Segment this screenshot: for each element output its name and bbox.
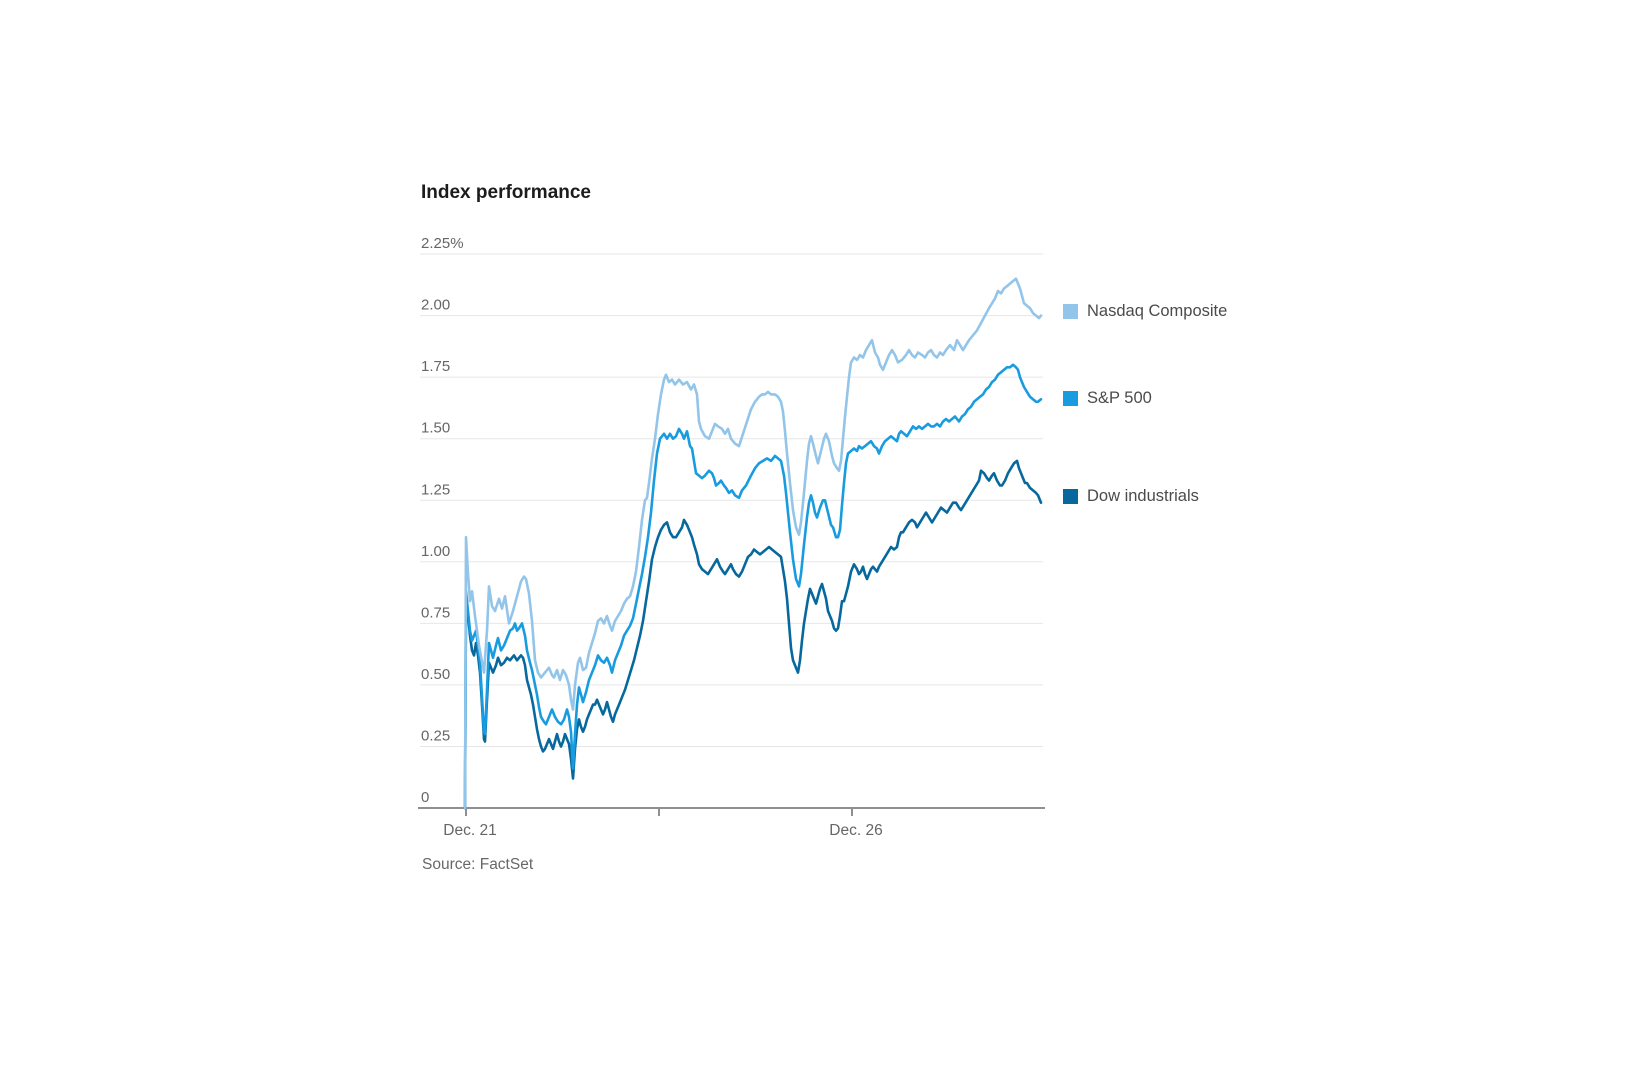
legend-label-nasdaq: Nasdaq Composite (1087, 301, 1228, 320)
legend-label-dow: Dow industrials (1087, 486, 1199, 505)
y-axis-label: 2.25% (421, 235, 464, 252)
y-axis-label: 1.25 (421, 481, 450, 498)
nasdaq-legend-swatch-icon (1063, 303, 1078, 319)
chart-title: Index performance (421, 182, 591, 203)
x-axis-label: Dec. 21 (443, 822, 496, 839)
legend-item-nasdaq: Nasdaq Composite (1063, 301, 1227, 321)
y-axis-label: 0 (421, 789, 429, 806)
y-axis-label: 0.25 (421, 727, 450, 744)
legend-item-dow: Dow industrials (1063, 486, 1199, 506)
sp500-legend-swatch-icon (1063, 390, 1078, 406)
legend-item-sp500: S&P 500 (1063, 388, 1152, 408)
legend-label-sp500: S&P 500 (1087, 388, 1152, 407)
y-axis-label: 1.00 (421, 543, 450, 560)
y-axis-label: 1.50 (421, 420, 450, 437)
y-axis-label: 1.75 (421, 358, 450, 375)
y-axis-label: 0.50 (421, 666, 450, 683)
y-axis-label: 2.00 (421, 297, 450, 314)
series-line-s-p-500 (463, 363, 1043, 810)
series-line-dow-industrials (463, 459, 1043, 810)
dow-legend-swatch-icon (1063, 488, 1078, 504)
y-axis-label: 0.75 (421, 604, 450, 621)
source-note: Source: FactSet (422, 856, 534, 873)
x-axis-label: Dec. 26 (829, 822, 882, 839)
series-line-nasdaq-composite (463, 277, 1043, 810)
